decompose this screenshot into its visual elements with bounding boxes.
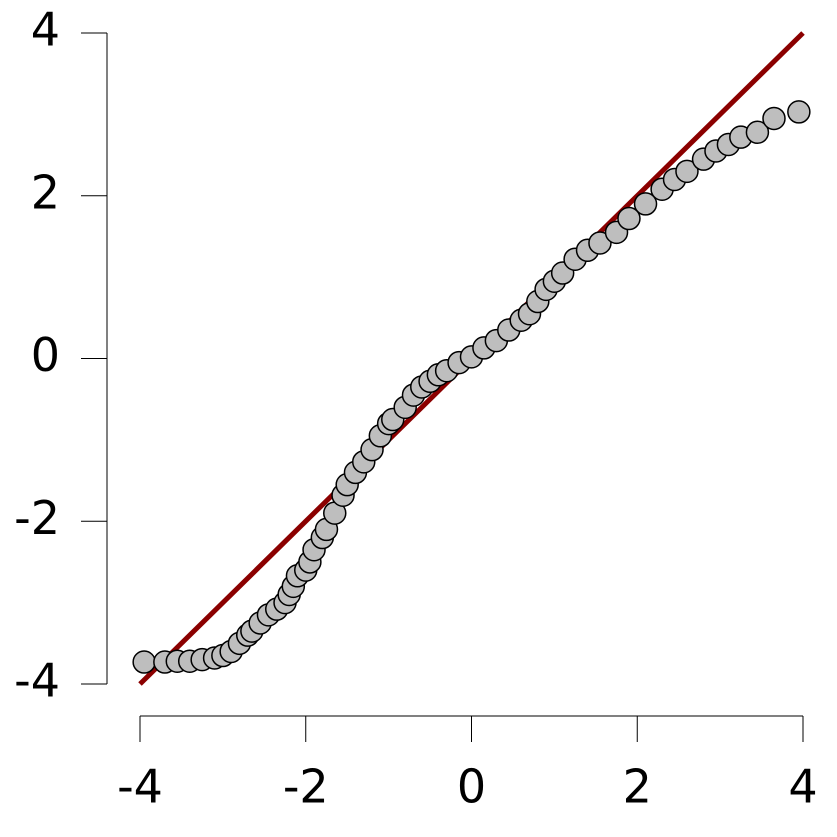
y-tick-label: 4 xyxy=(31,3,60,57)
point xyxy=(745,120,770,145)
x-tick-label: 2 xyxy=(623,760,652,814)
point xyxy=(762,106,786,131)
x-tick-label: 0 xyxy=(457,760,486,814)
point xyxy=(588,231,612,255)
point xyxy=(675,159,699,184)
y-tick-label: 2 xyxy=(31,165,60,219)
y-tick-label: -2 xyxy=(14,491,60,545)
point xyxy=(617,206,641,231)
x-tick-label: -4 xyxy=(117,760,163,814)
y-tick-label: 0 xyxy=(31,328,60,382)
point xyxy=(787,100,811,124)
x-tick-label: -2 xyxy=(283,760,329,814)
y-tick-label: -4 xyxy=(14,654,60,708)
point xyxy=(633,192,658,216)
x-tick-label: 4 xyxy=(788,760,817,814)
point xyxy=(132,650,156,674)
